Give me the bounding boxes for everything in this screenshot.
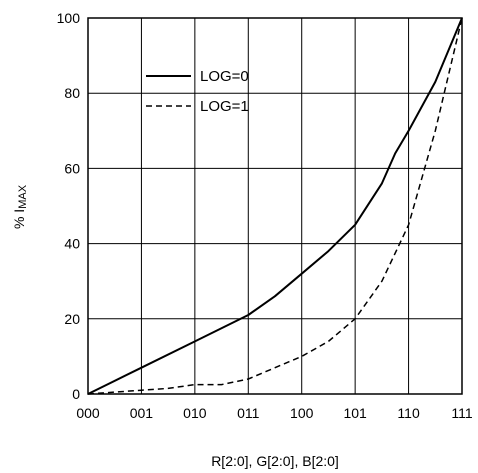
legend-label-log1: LOG=1 bbox=[200, 98, 249, 115]
legend: LOG=0 LOG=1 bbox=[146, 68, 249, 115]
x-axis-title: R[2:0], G[2:0], B[2:0] bbox=[211, 453, 339, 469]
y-axis-title-prefix: % I bbox=[11, 209, 27, 229]
x-tick-label: 100 bbox=[290, 405, 314, 421]
y-tick-label: 80 bbox=[64, 85, 80, 101]
y-tick-label: 40 bbox=[64, 236, 80, 252]
legend-label-log0: LOG=0 bbox=[200, 68, 249, 85]
chart-grid bbox=[87, 17, 463, 395]
x-tick-label: 010 bbox=[183, 405, 207, 421]
series-layer bbox=[87, 17, 463, 395]
y-axis-title: % IMAX bbox=[11, 184, 29, 229]
x-tick-label: 110 bbox=[397, 405, 420, 421]
x-tick-label: 011 bbox=[237, 405, 260, 421]
y-tick-label: 60 bbox=[64, 160, 80, 176]
x-tick-label: 101 bbox=[343, 405, 367, 421]
x-tick-label: 001 bbox=[130, 405, 154, 421]
series-line-log0 bbox=[87, 17, 463, 395]
x-tick-label: 000 bbox=[76, 405, 100, 421]
series-line-log1 bbox=[87, 17, 463, 395]
y-tick-label: 100 bbox=[57, 10, 81, 26]
plot-frame bbox=[87, 17, 463, 395]
y-tick-label: 20 bbox=[64, 311, 80, 327]
y-axis-title-subscript: MAX bbox=[17, 184, 29, 209]
y-tick-label: 0 bbox=[72, 386, 80, 402]
x-tick-label: 111 bbox=[451, 405, 472, 421]
